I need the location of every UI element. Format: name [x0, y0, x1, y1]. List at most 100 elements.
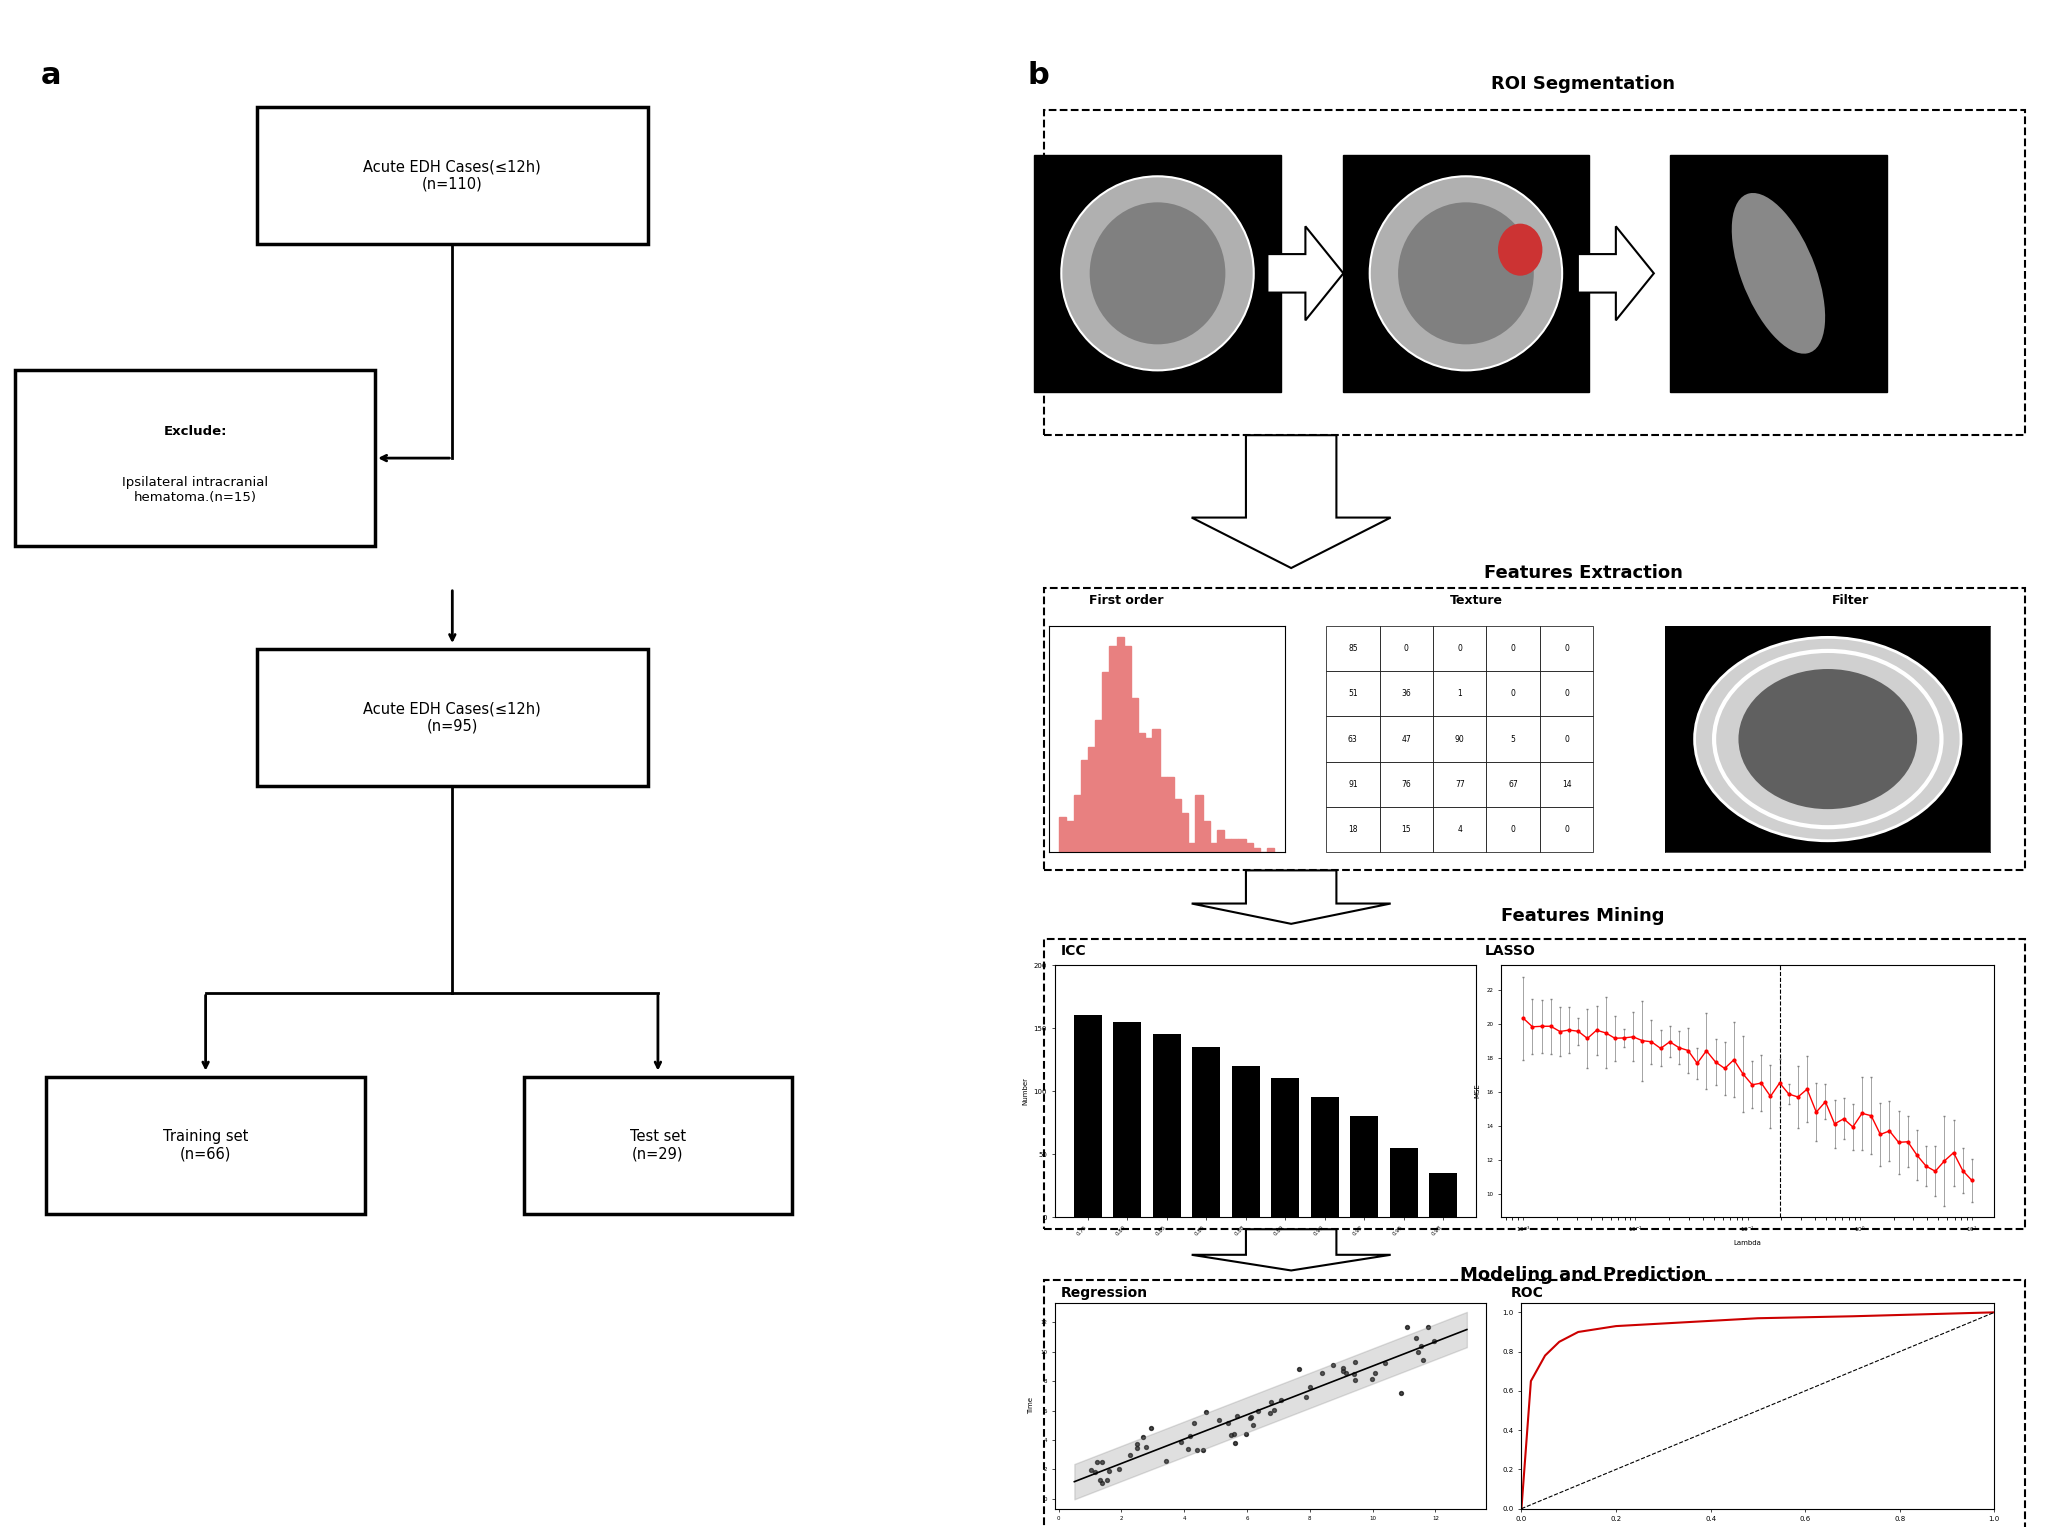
Point — [1355, 1367, 1388, 1391]
Text: 0: 0 — [1511, 825, 1515, 834]
Text: 0: 0 — [1565, 644, 1569, 654]
Point — [1172, 1437, 1205, 1461]
Text: 0: 0 — [1511, 689, 1515, 698]
Polygon shape — [1266, 226, 1343, 321]
Point — [1174, 1423, 1207, 1448]
Bar — [1232, 838, 1238, 852]
Text: a: a — [41, 61, 62, 90]
Bar — [1081, 760, 1088, 852]
Point — [1386, 1380, 1419, 1405]
Text: 47: 47 — [1402, 734, 1410, 744]
Text: 4: 4 — [1458, 825, 1462, 834]
Polygon shape — [1577, 226, 1653, 321]
Bar — [1073, 1015, 1102, 1217]
Text: Acute EDH Cases(≤12h)
(n=95): Acute EDH Cases(≤12h) (n=95) — [364, 701, 541, 734]
Point — [1326, 1356, 1359, 1380]
Bar — [1088, 747, 1096, 852]
Bar — [1125, 646, 1131, 852]
Bar — [1433, 762, 1486, 806]
Point — [1254, 1402, 1287, 1426]
Point — [1406, 1347, 1439, 1371]
Point — [1149, 1449, 1182, 1474]
Bar — [1203, 822, 1209, 852]
Point — [1164, 1429, 1197, 1454]
Text: First order: First order — [1090, 594, 1164, 606]
Text: 14: 14 — [1563, 780, 1571, 789]
Bar — [1486, 626, 1540, 672]
Text: 51: 51 — [1349, 689, 1357, 698]
Bar — [1540, 716, 1593, 762]
Bar — [1486, 716, 1540, 762]
Point — [1417, 1328, 1449, 1353]
Point — [1092, 1460, 1125, 1484]
Bar — [1073, 796, 1081, 852]
Bar — [1114, 1022, 1141, 1217]
Point — [1404, 1333, 1437, 1358]
Bar — [1209, 843, 1217, 852]
Point — [1326, 1359, 1359, 1383]
Point — [1359, 1361, 1392, 1385]
Bar — [1180, 812, 1188, 852]
Bar — [1217, 831, 1223, 852]
Text: 5: 5 — [1511, 734, 1515, 744]
Bar — [1380, 806, 1433, 852]
Bar — [1351, 1116, 1378, 1217]
Text: 85: 85 — [1349, 644, 1357, 654]
Ellipse shape — [1090, 203, 1225, 345]
Bar — [1540, 626, 1593, 672]
Point — [1213, 1423, 1246, 1448]
Point — [1338, 1362, 1371, 1387]
Point — [1102, 1457, 1135, 1481]
Text: 36: 36 — [1402, 689, 1410, 698]
Text: Ipsilateral intracranial
hematoma.(n=15): Ipsilateral intracranial hematoma.(n=15) — [121, 476, 269, 504]
FancyBboxPatch shape — [257, 649, 648, 786]
Text: 67: 67 — [1509, 780, 1517, 789]
Text: ICC: ICC — [1061, 944, 1086, 957]
Point — [1135, 1416, 1168, 1440]
Bar — [1380, 762, 1433, 806]
Bar — [1168, 777, 1174, 852]
Text: 0: 0 — [1511, 644, 1515, 654]
Point — [1306, 1361, 1338, 1385]
Text: Acute EDH Cases(≤12h)
(n=110): Acute EDH Cases(≤12h) (n=110) — [364, 159, 541, 192]
Text: 91: 91 — [1349, 780, 1357, 789]
Point — [1392, 1315, 1425, 1339]
Ellipse shape — [1499, 223, 1542, 276]
Point — [1090, 1467, 1123, 1492]
Bar — [1540, 806, 1593, 852]
Text: Test set
(n=29): Test set (n=29) — [629, 1128, 687, 1162]
Point — [1079, 1460, 1112, 1484]
Text: 0: 0 — [1458, 644, 1462, 654]
Point — [1236, 1412, 1269, 1437]
Point — [1410, 1315, 1443, 1339]
Bar — [1044, 939, 2025, 1229]
X-axis label: Lambda: Lambda — [1733, 1240, 1762, 1246]
Text: Features Mining: Features Mining — [1501, 907, 1665, 925]
Point — [1086, 1471, 1118, 1495]
Point — [1081, 1449, 1114, 1474]
Text: 0: 0 — [1404, 644, 1408, 654]
Bar — [1433, 626, 1486, 672]
Point — [1180, 1438, 1213, 1463]
Point — [1217, 1422, 1250, 1446]
Point — [1127, 1425, 1160, 1449]
Bar — [1252, 847, 1260, 852]
Text: ROI Segmentation: ROI Segmentation — [1491, 75, 1676, 93]
Bar — [1343, 156, 1589, 392]
Bar — [1669, 156, 1887, 392]
Bar — [1160, 777, 1168, 852]
Ellipse shape — [1398, 203, 1534, 345]
Bar — [1192, 1048, 1219, 1217]
Point — [1254, 1390, 1287, 1414]
Bar — [1188, 843, 1195, 852]
Bar — [1223, 838, 1232, 852]
Bar — [1059, 817, 1067, 852]
Point — [1402, 1339, 1435, 1364]
Bar — [1139, 733, 1145, 852]
Text: 0: 0 — [1565, 825, 1569, 834]
Text: 15: 15 — [1402, 825, 1410, 834]
Text: Modeling and Prediction: Modeling and Prediction — [1460, 1266, 1706, 1284]
Bar — [1246, 843, 1252, 852]
Text: Training set
(n=66): Training set (n=66) — [162, 1128, 249, 1162]
Text: LASSO: LASSO — [1484, 944, 1536, 957]
